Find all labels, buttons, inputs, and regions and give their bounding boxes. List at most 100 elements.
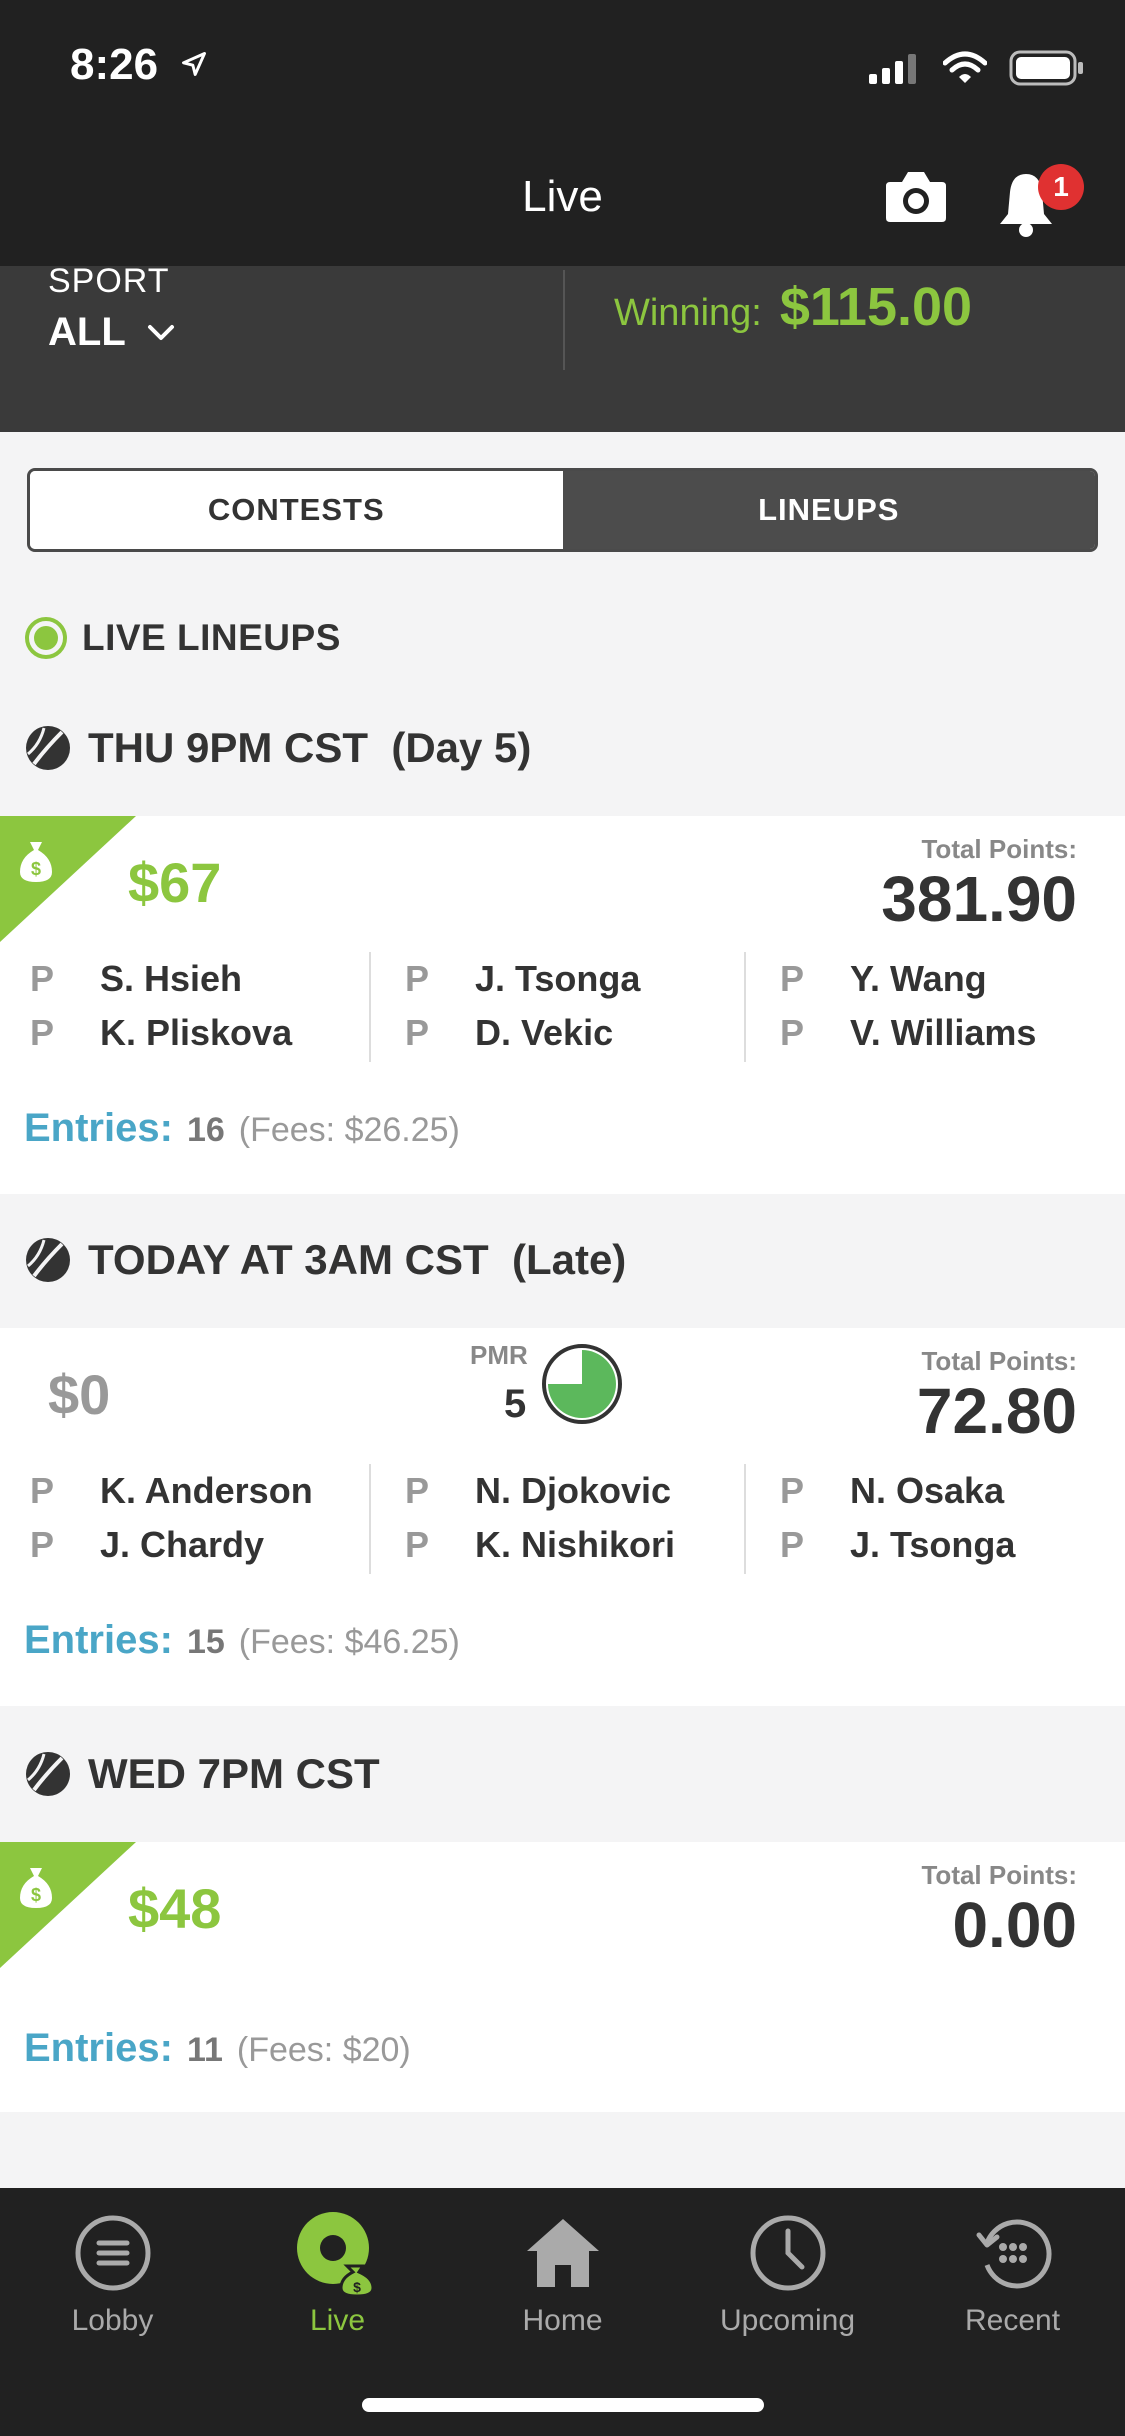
- player-row: P K. Pliskova: [30, 1006, 375, 1060]
- camera-icon: [886, 172, 946, 222]
- group-header: THU 9PM CST (Day 5): [24, 724, 531, 772]
- prize-amount: $48: [128, 1877, 222, 1940]
- lineup-card[interactable]: $0 PMR 5 Total Points: 72.80 P K. Anderso…: [0, 1328, 1125, 1706]
- live-icon: $: [296, 2212, 375, 2298]
- tab-contests[interactable]: CONTESTS: [30, 471, 563, 549]
- player-name: K. Pliskova: [100, 1012, 293, 1053]
- entries-fees: (Fees: $20): [236, 2031, 411, 2069]
- player-position: P: [405, 958, 430, 999]
- live-dot-icon: [25, 617, 67, 659]
- home-icon: [526, 2219, 599, 2287]
- signal-icon: [869, 54, 916, 84]
- tab-label: Recent: [964, 2304, 1061, 2337]
- view-segmented-control: CONTESTS LINEUPS: [27, 468, 1098, 552]
- tennis-ball-icon: [26, 726, 70, 770]
- player-column: P Y. Wang P V. Williams: [744, 952, 1125, 1062]
- player-position: P: [405, 1470, 430, 1511]
- player-position: P: [30, 1012, 55, 1053]
- group-title: TODAY AT 3AM CST (Late): [88, 1236, 627, 1283]
- player-position: P: [780, 958, 805, 999]
- svg-text:$: $: [353, 2279, 361, 2295]
- player-row: P D. Vekic: [405, 1006, 750, 1060]
- player-position: P: [780, 1524, 805, 1565]
- player-column: P N. Djokovic P K. Nishikori: [369, 1464, 750, 1574]
- sport-value: ALL: [48, 310, 126, 354]
- winning-value: $115.00: [779, 277, 973, 337]
- player-row: P J. Chardy: [30, 1518, 375, 1572]
- player-position: P: [30, 1524, 55, 1565]
- battery-icon: [1009, 50, 1083, 86]
- tab-upcoming[interactable]: Upcoming: [675, 2188, 900, 2358]
- player-name: K. Anderson: [100, 1470, 313, 1511]
- player-row: P K. Anderson: [30, 1464, 375, 1518]
- player-column: P K. Anderson P J. Chardy: [0, 1464, 375, 1572]
- player-position: P: [405, 1012, 430, 1053]
- prize-ribbon: [0, 1842, 136, 1968]
- svg-text:$: $: [31, 1885, 41, 1905]
- player-row: P J. Tsonga: [780, 1518, 1125, 1572]
- player-name: D. Vekic: [475, 1012, 614, 1053]
- players-grid: P K. Anderson P J. Chardy P N. Djokovic P K.…: [0, 1464, 1125, 1574]
- top-bar: 8:26 Live 1: [0, 0, 1125, 266]
- tab-label: Lobby: [71, 2304, 154, 2337]
- tab-label: Home: [522, 2304, 603, 2337]
- player-name: Y. Wang: [850, 958, 987, 999]
- tab-live[interactable]: $ Live: [225, 2188, 450, 2358]
- sport-label: SPORT: [48, 262, 170, 300]
- player-name: V. Williams: [850, 1012, 1037, 1053]
- clock-icon: [750, 2215, 825, 2291]
- pmr-value: 5: [504, 1382, 527, 1426]
- tab-lineups[interactable]: LINEUPS: [562, 471, 1095, 549]
- player-name: N. Osaka: [850, 1470, 1005, 1511]
- money-bag-icon: $: [20, 842, 52, 882]
- players-grid: P S. Hsieh P K. Pliskova P J. Tsonga P D. Ve…: [0, 952, 1125, 1062]
- bottom-tab-bar: Lobby $ Live Home Upcoming: [0, 2188, 1125, 2436]
- money-bag-icon: $: [20, 1868, 52, 1908]
- pmr-label: PMR: [470, 1340, 528, 1370]
- group-title: WED 7PM CST: [88, 1750, 380, 1797]
- entries-count: 16: [186, 1111, 225, 1149]
- total-points-label: Total Points:: [921, 834, 1077, 864]
- prize-amount: $0: [48, 1363, 111, 1426]
- player-position: P: [405, 1524, 430, 1565]
- total-points-value: 72.80: [916, 1375, 1077, 1447]
- lineup-card[interactable]: $ $48 Total Points: 0.00 Entries: 11 (Fe…: [0, 1842, 1125, 2112]
- tab-home[interactable]: Home: [450, 2188, 675, 2358]
- status-time: 8:26: [70, 40, 159, 89]
- player-position: P: [30, 1470, 55, 1511]
- wifi-icon: [943, 51, 987, 83]
- group-header: TODAY AT 3AM CST (Late): [24, 1236, 626, 1284]
- player-name: S. Hsieh: [100, 958, 243, 999]
- player-row: P Y. Wang: [780, 952, 1125, 1006]
- winning-summary: Winning: $115.00: [614, 276, 972, 338]
- player-name: J. Chardy: [100, 1524, 265, 1565]
- live-lineups-header: LIVE LINEUPS: [24, 616, 341, 660]
- prize-amount: $67: [128, 851, 222, 914]
- chevron-down-icon: [147, 324, 174, 340]
- player-row: P V. Williams: [780, 1006, 1125, 1060]
- svg-text:$: $: [31, 859, 41, 879]
- location-arrow-icon: [182, 52, 206, 76]
- total-points-label: Total Points:: [921, 1346, 1077, 1376]
- home-indicator[interactable]: [362, 2398, 764, 2412]
- tab-recent[interactable]: Recent: [900, 2188, 1125, 2358]
- notifications-button[interactable]: 1: [996, 160, 1084, 240]
- tab-label: Upcoming: [719, 2304, 856, 2337]
- prize-ribbon: [0, 816, 136, 942]
- page-title: Live: [522, 172, 603, 221]
- lineup-card[interactable]: $ $67 Total Points: 381.90 P S. Hsieh P K.…: [0, 816, 1125, 1194]
- entries-summary: Entries: 15 (Fees: $46.25): [24, 1618, 460, 1663]
- tab-lobby[interactable]: Lobby: [0, 2188, 225, 2358]
- entries-summary: Entries: 11 (Fees: $20): [24, 2026, 411, 2071]
- winning-label: Winning:: [614, 292, 762, 334]
- total-points-label: Total Points:: [921, 1860, 1077, 1890]
- camera-button[interactable]: [884, 166, 948, 226]
- sport-dropdown[interactable]: ALL: [48, 310, 176, 355]
- player-name: N. Djokovic: [475, 1470, 672, 1511]
- entries-count: 11: [186, 2031, 223, 2069]
- entries-count: 15: [186, 1623, 225, 1661]
- tab-label: Live: [309, 2304, 366, 2337]
- filter-divider: [563, 270, 565, 370]
- entries-fees: (Fees: $26.25): [238, 1111, 460, 1149]
- entries-fees: (Fees: $46.25): [238, 1623, 460, 1661]
